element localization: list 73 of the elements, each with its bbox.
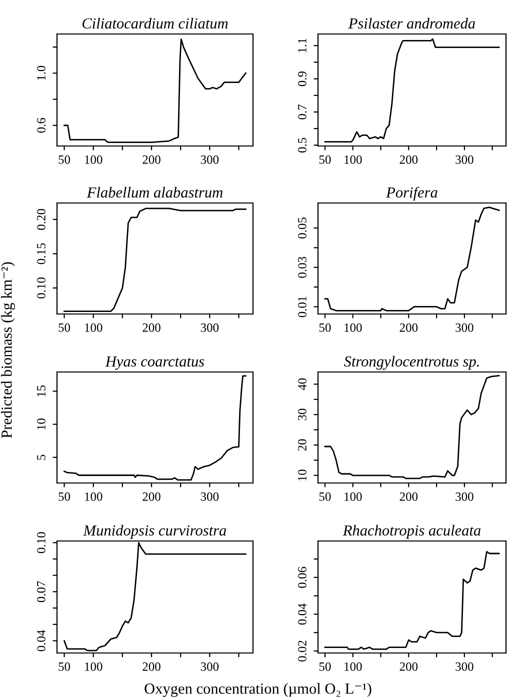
- y-tick-label: 10: [37, 418, 46, 430]
- x-tick-label: 100: [85, 155, 102, 164]
- x-tick-label: 300: [456, 155, 474, 164]
- x-axis-title: Oxygen concentration (µmol O₂ L⁻¹): [144, 683, 372, 697]
- line-series: [64, 38, 246, 144]
- x-tick-label: 200: [400, 662, 418, 671]
- y-tick-label: 0.10: [37, 532, 46, 554]
- line-series: [324, 374, 500, 480]
- y-tick-label: 0.06: [298, 566, 306, 588]
- x-tick-label: 50: [319, 492, 331, 501]
- x-tick-label: 200: [142, 155, 160, 164]
- x-tick-label: 100: [85, 662, 102, 671]
- chart-title: Ciliatocardium ciliatum: [82, 18, 228, 29]
- x-tick-label: 50: [58, 662, 70, 671]
- y-tick-label: 0.04: [298, 603, 306, 625]
- y-tick-label: 0.9: [298, 72, 306, 86]
- x-tick-label: 200: [400, 492, 418, 501]
- y-tick-label: 1.1: [298, 38, 306, 52]
- x-tick-label: 100: [344, 492, 362, 501]
- chart-title: Munidopsis curvirostra: [83, 524, 226, 539]
- y-tick-label: 0.05: [298, 218, 306, 238]
- x-tick-label: 200: [142, 662, 160, 671]
- x-tick-label: 200: [400, 323, 418, 332]
- x-tick-label: 300: [200, 662, 219, 671]
- y-tick-label: 0.07: [37, 581, 46, 602]
- y-tick-label: 0.20: [37, 208, 46, 230]
- x-tick-label: 300: [200, 492, 219, 501]
- x-tick-label: 100: [85, 492, 102, 501]
- x-tick-label: 300: [200, 155, 219, 164]
- x-tick-label: 300: [456, 323, 474, 332]
- chart-title: Hyas coarctatus: [105, 356, 204, 370]
- line-series: [324, 38, 500, 143]
- y-tick-label: 1.0: [37, 66, 46, 80]
- x-tick-label: 100: [344, 662, 362, 671]
- chart-title: Rhachotropis aculeata: [342, 524, 481, 539]
- x-tick-label: 50: [58, 323, 70, 332]
- x-tick-label: 50: [58, 155, 70, 164]
- y-tick-label: 30: [298, 408, 306, 420]
- chart-title: Psilaster andromeda: [348, 18, 476, 29]
- x-tick-label: 200: [400, 155, 418, 164]
- x-tick-label: 200: [142, 323, 160, 332]
- y-tick-label: 0.6: [37, 118, 46, 133]
- y-tick-label: 0.04: [37, 630, 46, 652]
- line-series: [324, 206, 500, 312]
- chart-title: Strongylocentrotus sp.: [344, 356, 479, 370]
- x-tick-label: 100: [85, 323, 102, 332]
- y-tick-label: 0.01: [298, 296, 306, 318]
- chart-title: Flabellum alabastrum: [86, 186, 222, 198]
- y-tick-label: 15: [37, 385, 46, 396]
- x-tick-label: 200: [142, 492, 160, 501]
- y-tick-label: 5: [37, 454, 46, 460]
- x-tick-label: 300: [200, 323, 219, 332]
- y-tick-label: 0.15: [37, 243, 46, 264]
- x-tick-label: 50: [319, 323, 331, 332]
- y-tick-label: 0.5: [298, 138, 306, 153]
- x-tick-label: 300: [456, 662, 474, 671]
- y-tick-label: 20: [298, 439, 306, 451]
- y-axis-title: Predicted biomass (kg km⁻²): [1, 262, 15, 438]
- y-tick-label: 0.7: [298, 104, 306, 120]
- x-tick-label: 50: [319, 155, 331, 164]
- line-series: [64, 375, 246, 481]
- y-tick-label: 0.02: [298, 640, 306, 662]
- chart-title: Porifera: [386, 186, 438, 201]
- x-tick-label: 50: [58, 492, 70, 501]
- x-tick-label: 300: [456, 492, 474, 501]
- x-tick-label: 100: [344, 323, 362, 332]
- y-tick-label: 0.10: [37, 278, 46, 298]
- y-tick-label: 10: [298, 470, 306, 481]
- x-tick-label: 100: [344, 155, 362, 164]
- y-tick-label: 40: [298, 378, 306, 390]
- line-series: [324, 550, 500, 650]
- x-tick-label: 50: [319, 662, 331, 671]
- y-tick-label: 0.03: [298, 256, 306, 278]
